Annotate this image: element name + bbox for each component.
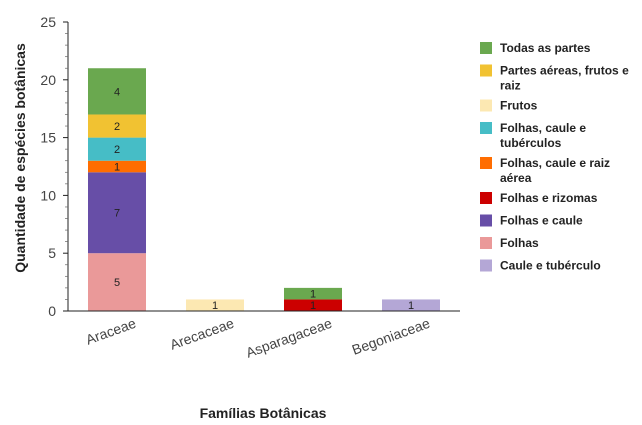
y-tick-label: 15 xyxy=(40,130,56,146)
bar-data-label: 2 xyxy=(114,144,120,156)
legend-swatch xyxy=(480,237,492,249)
legend: Todas as partes Partes aéreas, frutos era… xyxy=(480,41,629,273)
legend-label: Folhas, caule e xyxy=(500,121,586,135)
bar-data-label: 1 xyxy=(310,300,316,312)
y-tick-label: 25 xyxy=(40,14,56,30)
legend-item: Folhas xyxy=(480,236,539,250)
bar-segment xyxy=(88,68,146,115)
legend-label: Folhas, caule e raiz xyxy=(500,156,610,170)
x-category-label: Araceae xyxy=(84,315,139,348)
legend-label: Frutos xyxy=(500,99,538,113)
legend-swatch xyxy=(480,99,492,112)
bar-data-label: 7 xyxy=(114,208,120,220)
legend-swatch xyxy=(480,64,492,77)
bar-segment xyxy=(88,172,146,254)
y-axis-title: Quantidade de espécies botânicas xyxy=(12,43,28,273)
x-category-label: Begoniaceae xyxy=(350,315,432,358)
legend-swatch xyxy=(480,42,492,54)
legend-swatch xyxy=(480,192,492,204)
x-category-label: Asparagaceae xyxy=(244,315,335,361)
legend-label: Folhas e rizomas xyxy=(500,191,598,205)
legend-item: Frutos xyxy=(480,99,538,113)
legend-label: Caule e tubérculo xyxy=(500,259,601,273)
bar-segment xyxy=(88,137,146,161)
bar-segment xyxy=(186,299,244,311)
y-tick-label: 0 xyxy=(48,303,56,319)
bar-segment xyxy=(284,299,342,311)
legend-item: Folhas e rizomas xyxy=(480,191,598,205)
legend-item: Caule e tubérculo xyxy=(480,259,601,273)
legend-label: raiz xyxy=(500,79,521,93)
bar-data-label: 2 xyxy=(114,121,120,133)
bar-segment xyxy=(88,253,146,311)
y-tick-label: 5 xyxy=(48,245,56,261)
x-axis-title: Famílias Botânicas xyxy=(200,405,327,421)
legend-swatch xyxy=(480,259,492,272)
x-axis: Araceae Arecaceae Asparagaceae Begoniaceae xyxy=(68,310,460,361)
bar-segment xyxy=(284,287,342,300)
y-tick-label: 20 xyxy=(40,72,56,88)
legend-item: Todas as partes xyxy=(480,41,591,55)
bar-data-label: 5 xyxy=(114,277,120,289)
bar-data-label: 1 xyxy=(408,300,414,312)
legend-label: tubérculos xyxy=(500,136,562,150)
bar-data-label: 1 xyxy=(212,300,218,312)
legend-label: Folhas xyxy=(500,236,539,250)
bar-data-label: 4 xyxy=(114,86,120,98)
bar-data-label: 1 xyxy=(310,289,316,301)
x-category-label: Arecaceae xyxy=(168,315,237,353)
bar-segment xyxy=(88,114,146,138)
bar-segment xyxy=(88,160,146,173)
bar-data-label: 1 xyxy=(114,162,120,174)
legend-item: Folhas e caule xyxy=(480,214,583,228)
legend-swatch xyxy=(480,122,492,134)
y-axis: 0 5 10 15 20 25 xyxy=(40,14,69,319)
legend-swatch xyxy=(480,214,492,227)
legend-label: aérea xyxy=(500,171,532,185)
y-tick-label: 10 xyxy=(40,187,56,203)
legend-label: Partes aéreas, frutos e xyxy=(500,64,629,78)
legend-label: Todas as partes xyxy=(500,41,591,55)
legend-label: Folhas e caule xyxy=(500,214,583,228)
legend-swatch xyxy=(480,157,492,169)
bar-segment xyxy=(382,299,440,311)
